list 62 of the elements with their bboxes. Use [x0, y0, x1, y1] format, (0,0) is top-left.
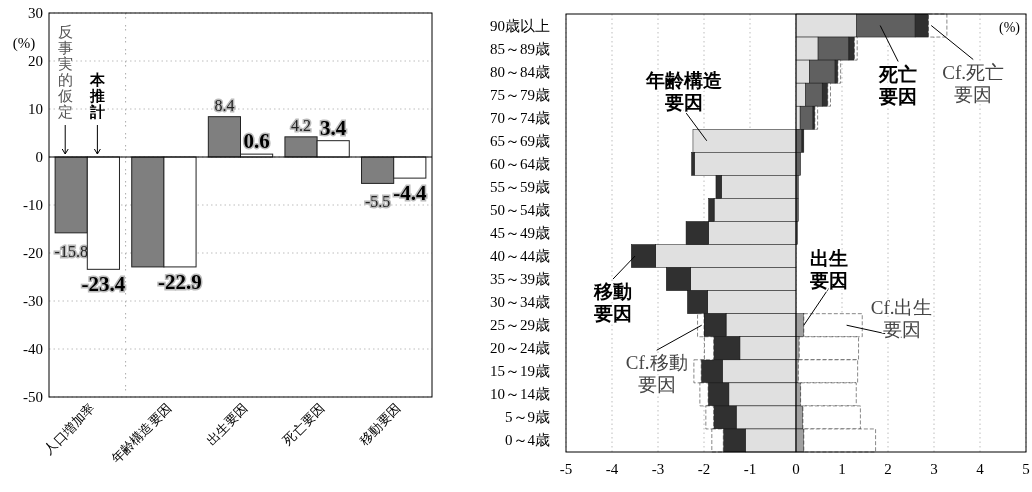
y-tick-label: -50 [23, 389, 43, 405]
y-tick-label: 25～29歳 [490, 317, 550, 334]
y-tick-label: 35～39歳 [490, 271, 550, 288]
text: 本推計 [88, 72, 106, 120]
x-tick-label: -1 [743, 461, 757, 477]
x-tick-label: -4 [605, 461, 619, 477]
y-tick-label: -20 [23, 245, 43, 261]
y-tick-label: 30～34歳 [490, 294, 550, 311]
data-label: 4.2 [291, 116, 312, 134]
y-tick-label: -10 [23, 197, 43, 213]
x-tick-label: 出生要因 [203, 400, 251, 448]
y-tick-label: 30 [28, 5, 43, 21]
y-tick-label: 0～4歳 [505, 432, 550, 449]
annotation: 出生要因 [808, 248, 848, 292]
y-tick-label: 90歳以上 [490, 17, 550, 34]
x-tick-label: 死亡要因 [279, 400, 328, 448]
x-axis-title: (%) [999, 20, 1021, 36]
annotation: 移動要因 [593, 281, 632, 325]
x-tick-label: 3 [930, 461, 938, 477]
x-tick-label: 2 [884, 461, 892, 477]
y-tick-label: 20 [28, 53, 43, 69]
annotation: Cf.移動要因 [625, 352, 688, 396]
annotation: Cf.死亡要因 [942, 61, 1005, 105]
y-tick-label: 0 [35, 149, 43, 165]
data-label: -22.9 [158, 269, 202, 294]
y-tick-label: 5～9歳 [505, 409, 550, 426]
annotation: 死亡要因 [878, 63, 918, 107]
y-tick-label: 60～64歳 [490, 155, 550, 172]
x-tick-label: -5 [559, 461, 573, 477]
text: 反事実的仮定 [56, 24, 73, 120]
y-tick-label: 80～84歳 [490, 63, 550, 80]
annotation: Cf.出生要因 [870, 297, 933, 341]
data-label: -4.4 [393, 181, 427, 206]
y-tick-label: 65～69歳 [490, 132, 550, 149]
data-label: 3.4 [320, 115, 347, 140]
data-label: -5.5 [364, 193, 391, 211]
y-tick-label: -30 [23, 293, 43, 309]
x-tick-label: 移動要因 [356, 400, 404, 448]
y-tick-label: 55～59歳 [490, 178, 550, 195]
x-tick-label: 年齢構造要因 [108, 400, 175, 467]
x-tick-label: -3 [651, 461, 665, 477]
y-axis-title: (%) [12, 35, 36, 52]
y-tick-label: 10～14歳 [490, 386, 550, 403]
y-tick-label: 20～24歳 [490, 340, 550, 357]
data-label: 8.4 [214, 96, 235, 114]
x-tick-label: 0 [792, 461, 800, 477]
x-tick-label: -2 [697, 461, 711, 477]
y-tick-label: 50～54歳 [490, 201, 550, 218]
y-tick-label: 45～49歳 [490, 225, 550, 241]
y-tick-label: 10 [28, 101, 43, 117]
data-label: 0.6 [243, 129, 270, 154]
y-tick-label: 40～44歳 [490, 248, 550, 265]
y-tick-label: 75～79歳 [490, 86, 550, 103]
y-tick-label: 85～89歳 [490, 40, 550, 57]
y-tick-label: -40 [23, 341, 43, 357]
y-tick-label: 15～19歳 [490, 363, 550, 380]
y-tick-label: 70～74歳 [490, 109, 550, 126]
x-tick-label: 5 [1022, 461, 1030, 477]
x-tick-label: 1 [838, 461, 846, 477]
annotation: 年齢構造要因 [644, 69, 723, 113]
x-tick-label: 4 [976, 461, 985, 477]
data-label: -23.4 [81, 272, 126, 297]
